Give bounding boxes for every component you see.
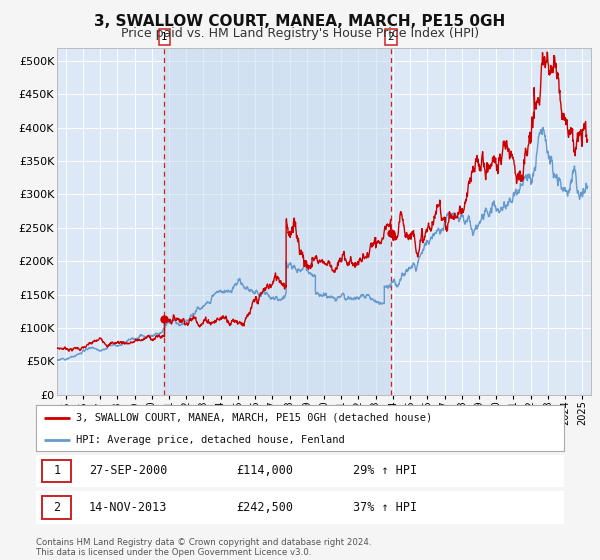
Text: £114,000: £114,000 bbox=[236, 464, 293, 478]
Text: 3, SWALLOW COURT, MANEA, MARCH, PE15 0GH: 3, SWALLOW COURT, MANEA, MARCH, PE15 0GH bbox=[94, 14, 506, 29]
Text: Price paid vs. HM Land Registry's House Price Index (HPI): Price paid vs. HM Land Registry's House … bbox=[121, 27, 479, 40]
Text: £242,500: £242,500 bbox=[236, 501, 293, 514]
Bar bbox=[43, 496, 71, 519]
Text: 29% ↑ HPI: 29% ↑ HPI bbox=[353, 464, 417, 478]
Text: Contains HM Land Registry data © Crown copyright and database right 2024.
This d: Contains HM Land Registry data © Crown c… bbox=[36, 538, 371, 557]
Text: 1: 1 bbox=[161, 32, 168, 42]
Text: 2: 2 bbox=[388, 32, 394, 42]
Text: 37% ↑ HPI: 37% ↑ HPI bbox=[353, 501, 417, 514]
Text: 14-NOV-2013: 14-NOV-2013 bbox=[89, 501, 167, 514]
Text: 3, SWALLOW COURT, MANEA, MARCH, PE15 0GH (detached house): 3, SWALLOW COURT, MANEA, MARCH, PE15 0GH… bbox=[76, 413, 432, 423]
Text: HPI: Average price, detached house, Fenland: HPI: Average price, detached house, Fenl… bbox=[76, 435, 344, 445]
Bar bbox=[164, 48, 391, 395]
Text: 27-SEP-2000: 27-SEP-2000 bbox=[89, 464, 167, 478]
Text: 1: 1 bbox=[53, 464, 61, 478]
Bar bbox=[43, 460, 71, 482]
Text: 2: 2 bbox=[53, 501, 61, 514]
